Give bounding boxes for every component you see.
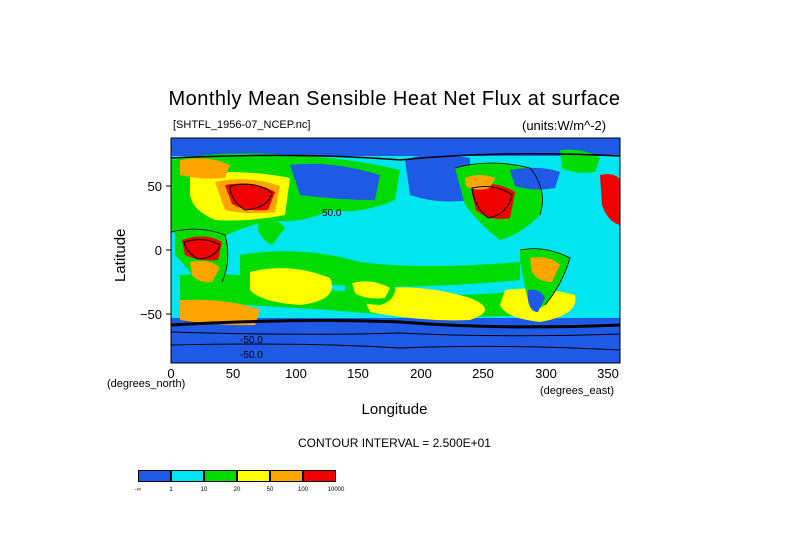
y-tick-label: 50 — [148, 179, 162, 194]
x-tick-label: 250 — [472, 366, 494, 381]
x-tick-label: 300 — [535, 366, 557, 381]
legend-label: 1 — [169, 487, 173, 493]
map-field — [171, 138, 620, 363]
x-tick-label: 100 — [285, 366, 307, 381]
x-axis: 0 50 100 150 200 250 300 350 — [167, 366, 618, 381]
contour-label: -50.0 — [240, 335, 263, 346]
arctic-band — [171, 138, 620, 156]
legend-swatch — [138, 470, 171, 482]
x-unit-label: (degrees_east) — [540, 385, 614, 397]
y-tick-label: 0 — [155, 243, 162, 258]
y-tick-label: −50 — [140, 307, 162, 322]
legend-label: 100 — [297, 487, 309, 493]
x-tick-label: 150 — [347, 366, 369, 381]
legend-label: 10000 — [327, 487, 345, 493]
legend-label: 50 — [266, 487, 274, 493]
legend-swatch — [237, 470, 270, 482]
south-indian-yellow — [250, 268, 332, 305]
legend-swatch — [270, 470, 303, 482]
antarctic-contour — [171, 319, 620, 329]
legend-label: 20 — [233, 487, 241, 493]
legend-swatch — [204, 470, 237, 482]
contour-label: -50.0 — [240, 350, 263, 361]
units-label: (units:W/m^-2) — [522, 118, 607, 133]
y-axis-label: Latitude — [112, 228, 129, 282]
north-pacific-patch — [405, 154, 470, 202]
file-label: [SHTFL_1956-07_NCEP.nc] — [173, 119, 311, 131]
x-tick-label: 200 — [410, 366, 432, 381]
map-title: Monthly Mean Sensible Heat Net Flux at s… — [168, 88, 621, 110]
contour-label: 50.0 — [322, 208, 342, 219]
legend-swatch — [303, 470, 336, 482]
legend-swatch — [171, 470, 204, 482]
x-tick-label: 350 — [597, 366, 619, 381]
x-tick-label: 50 — [226, 366, 240, 381]
legend-label: 10 — [200, 487, 208, 493]
contour-interval-label: CONTOUR INTERVAL = 2.500E+01 — [298, 436, 491, 450]
y-unit-label: (degrees_north) — [107, 378, 186, 390]
x-tick-label: 0 — [167, 366, 174, 381]
x-axis-label: Longitude — [361, 401, 428, 418]
y-axis: 50 0 −50 — [140, 179, 171, 322]
legend-label: -∞ — [134, 487, 142, 493]
